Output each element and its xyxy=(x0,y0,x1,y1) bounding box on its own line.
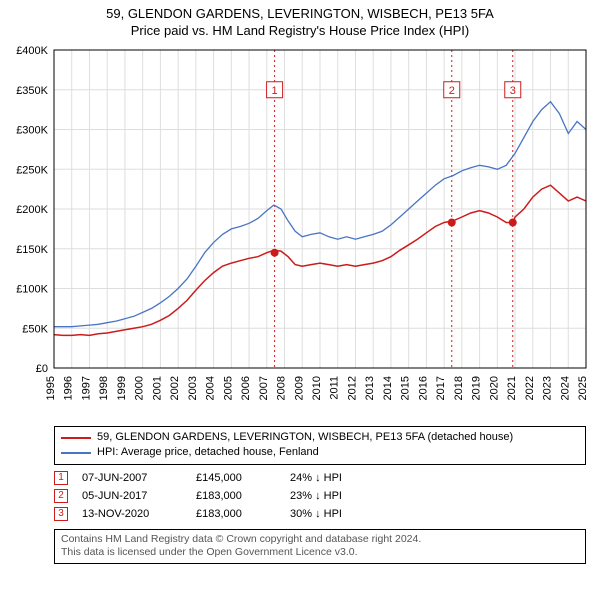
svg-text:2018: 2018 xyxy=(453,376,465,400)
attribution: Contains HM Land Registry data © Crown c… xyxy=(54,529,586,564)
event-hpi: 23% ↓ HPI xyxy=(290,490,380,502)
svg-text:2023: 2023 xyxy=(542,376,554,400)
legend: 59, GLENDON GARDENS, LEVERINGTON, WISBEC… xyxy=(54,426,586,465)
attribution-line: Contains HM Land Registry data © Crown c… xyxy=(61,533,579,547)
event-date: 05-JUN-2017 xyxy=(82,490,182,502)
sale-event-row: 1 07-JUN-2007 £145,000 24% ↓ HPI xyxy=(54,469,586,487)
svg-text:2001: 2001 xyxy=(151,376,163,400)
event-badge: 2 xyxy=(54,489,68,503)
svg-text:£50K: £50K xyxy=(22,323,48,335)
event-date: 07-JUN-2007 xyxy=(82,472,182,484)
svg-text:2004: 2004 xyxy=(205,376,217,400)
svg-text:2011: 2011 xyxy=(329,376,341,400)
svg-text:2010: 2010 xyxy=(311,376,323,400)
event-price: £145,000 xyxy=(196,472,276,484)
svg-text:2022: 2022 xyxy=(524,376,536,400)
event-badge: 3 xyxy=(54,507,68,521)
event-date: 13-NOV-2020 xyxy=(82,508,182,520)
svg-text:£150K: £150K xyxy=(16,244,48,256)
legend-label: 59, GLENDON GARDENS, LEVERINGTON, WISBEC… xyxy=(97,430,513,445)
svg-text:2008: 2008 xyxy=(276,376,288,400)
svg-text:2016: 2016 xyxy=(417,376,429,400)
svg-text:1998: 1998 xyxy=(98,376,110,400)
svg-text:2017: 2017 xyxy=(435,376,447,400)
svg-text:2013: 2013 xyxy=(364,376,376,400)
event-badge: 1 xyxy=(54,471,68,485)
svg-text:2000: 2000 xyxy=(134,376,146,400)
svg-text:£300K: £300K xyxy=(16,124,48,136)
svg-text:2003: 2003 xyxy=(187,376,199,400)
svg-text:2002: 2002 xyxy=(169,376,181,400)
svg-text:1: 1 xyxy=(272,85,278,97)
event-hpi: 30% ↓ HPI xyxy=(290,508,380,520)
svg-text:1999: 1999 xyxy=(116,376,128,400)
svg-text:2015: 2015 xyxy=(400,376,412,400)
svg-text:2025: 2025 xyxy=(577,376,589,400)
chart-container: 59, GLENDON GARDENS, LEVERINGTON, WISBEC… xyxy=(0,0,600,590)
svg-text:2006: 2006 xyxy=(240,376,252,400)
svg-text:2005: 2005 xyxy=(222,376,234,400)
svg-text:£400K: £400K xyxy=(16,45,48,57)
event-price: £183,000 xyxy=(196,490,276,502)
legend-label: HPI: Average price, detached house, Fenl… xyxy=(97,445,319,460)
svg-text:1995: 1995 xyxy=(45,376,57,400)
svg-text:2009: 2009 xyxy=(293,376,305,400)
legend-swatch xyxy=(61,437,91,439)
sale-event-row: 2 05-JUN-2017 £183,000 23% ↓ HPI xyxy=(54,487,586,505)
title-line1: 59, GLENDON GARDENS, LEVERINGTON, WISBEC… xyxy=(0,0,600,23)
svg-text:£200K: £200K xyxy=(16,204,48,216)
svg-text:2020: 2020 xyxy=(488,376,500,400)
legend-swatch xyxy=(61,452,91,454)
sale-events: 1 07-JUN-2007 £145,000 24% ↓ HPI 2 05-JU… xyxy=(54,469,586,523)
svg-text:2024: 2024 xyxy=(559,376,571,400)
svg-text:2021: 2021 xyxy=(506,376,518,400)
svg-text:£100K: £100K xyxy=(16,283,48,295)
svg-text:£250K: £250K xyxy=(16,164,48,176)
price-chart: £0 £50K £100K £150K £200K £250K £300K £350K £400… xyxy=(0,42,600,422)
sale-event-row: 3 13-NOV-2020 £183,000 30% ↓ HPI xyxy=(54,505,586,523)
svg-text:2019: 2019 xyxy=(471,376,483,400)
svg-text:1996: 1996 xyxy=(63,376,75,400)
legend-item: 59, GLENDON GARDENS, LEVERINGTON, WISBEC… xyxy=(61,430,579,445)
svg-text:£350K: £350K xyxy=(16,85,48,97)
svg-text:£0: £0 xyxy=(36,363,48,375)
svg-text:2: 2 xyxy=(449,85,455,97)
svg-text:2014: 2014 xyxy=(382,376,394,400)
svg-text:2012: 2012 xyxy=(346,376,358,400)
svg-text:2007: 2007 xyxy=(258,376,270,400)
event-hpi: 24% ↓ HPI xyxy=(290,472,380,484)
legend-item: HPI: Average price, detached house, Fenl… xyxy=(61,445,579,460)
svg-text:1997: 1997 xyxy=(80,376,92,400)
svg-text:3: 3 xyxy=(510,85,516,97)
attribution-line: This data is licensed under the Open Gov… xyxy=(61,546,579,560)
title-line2: Price paid vs. HM Land Registry's House … xyxy=(0,23,600,42)
event-price: £183,000 xyxy=(196,508,276,520)
